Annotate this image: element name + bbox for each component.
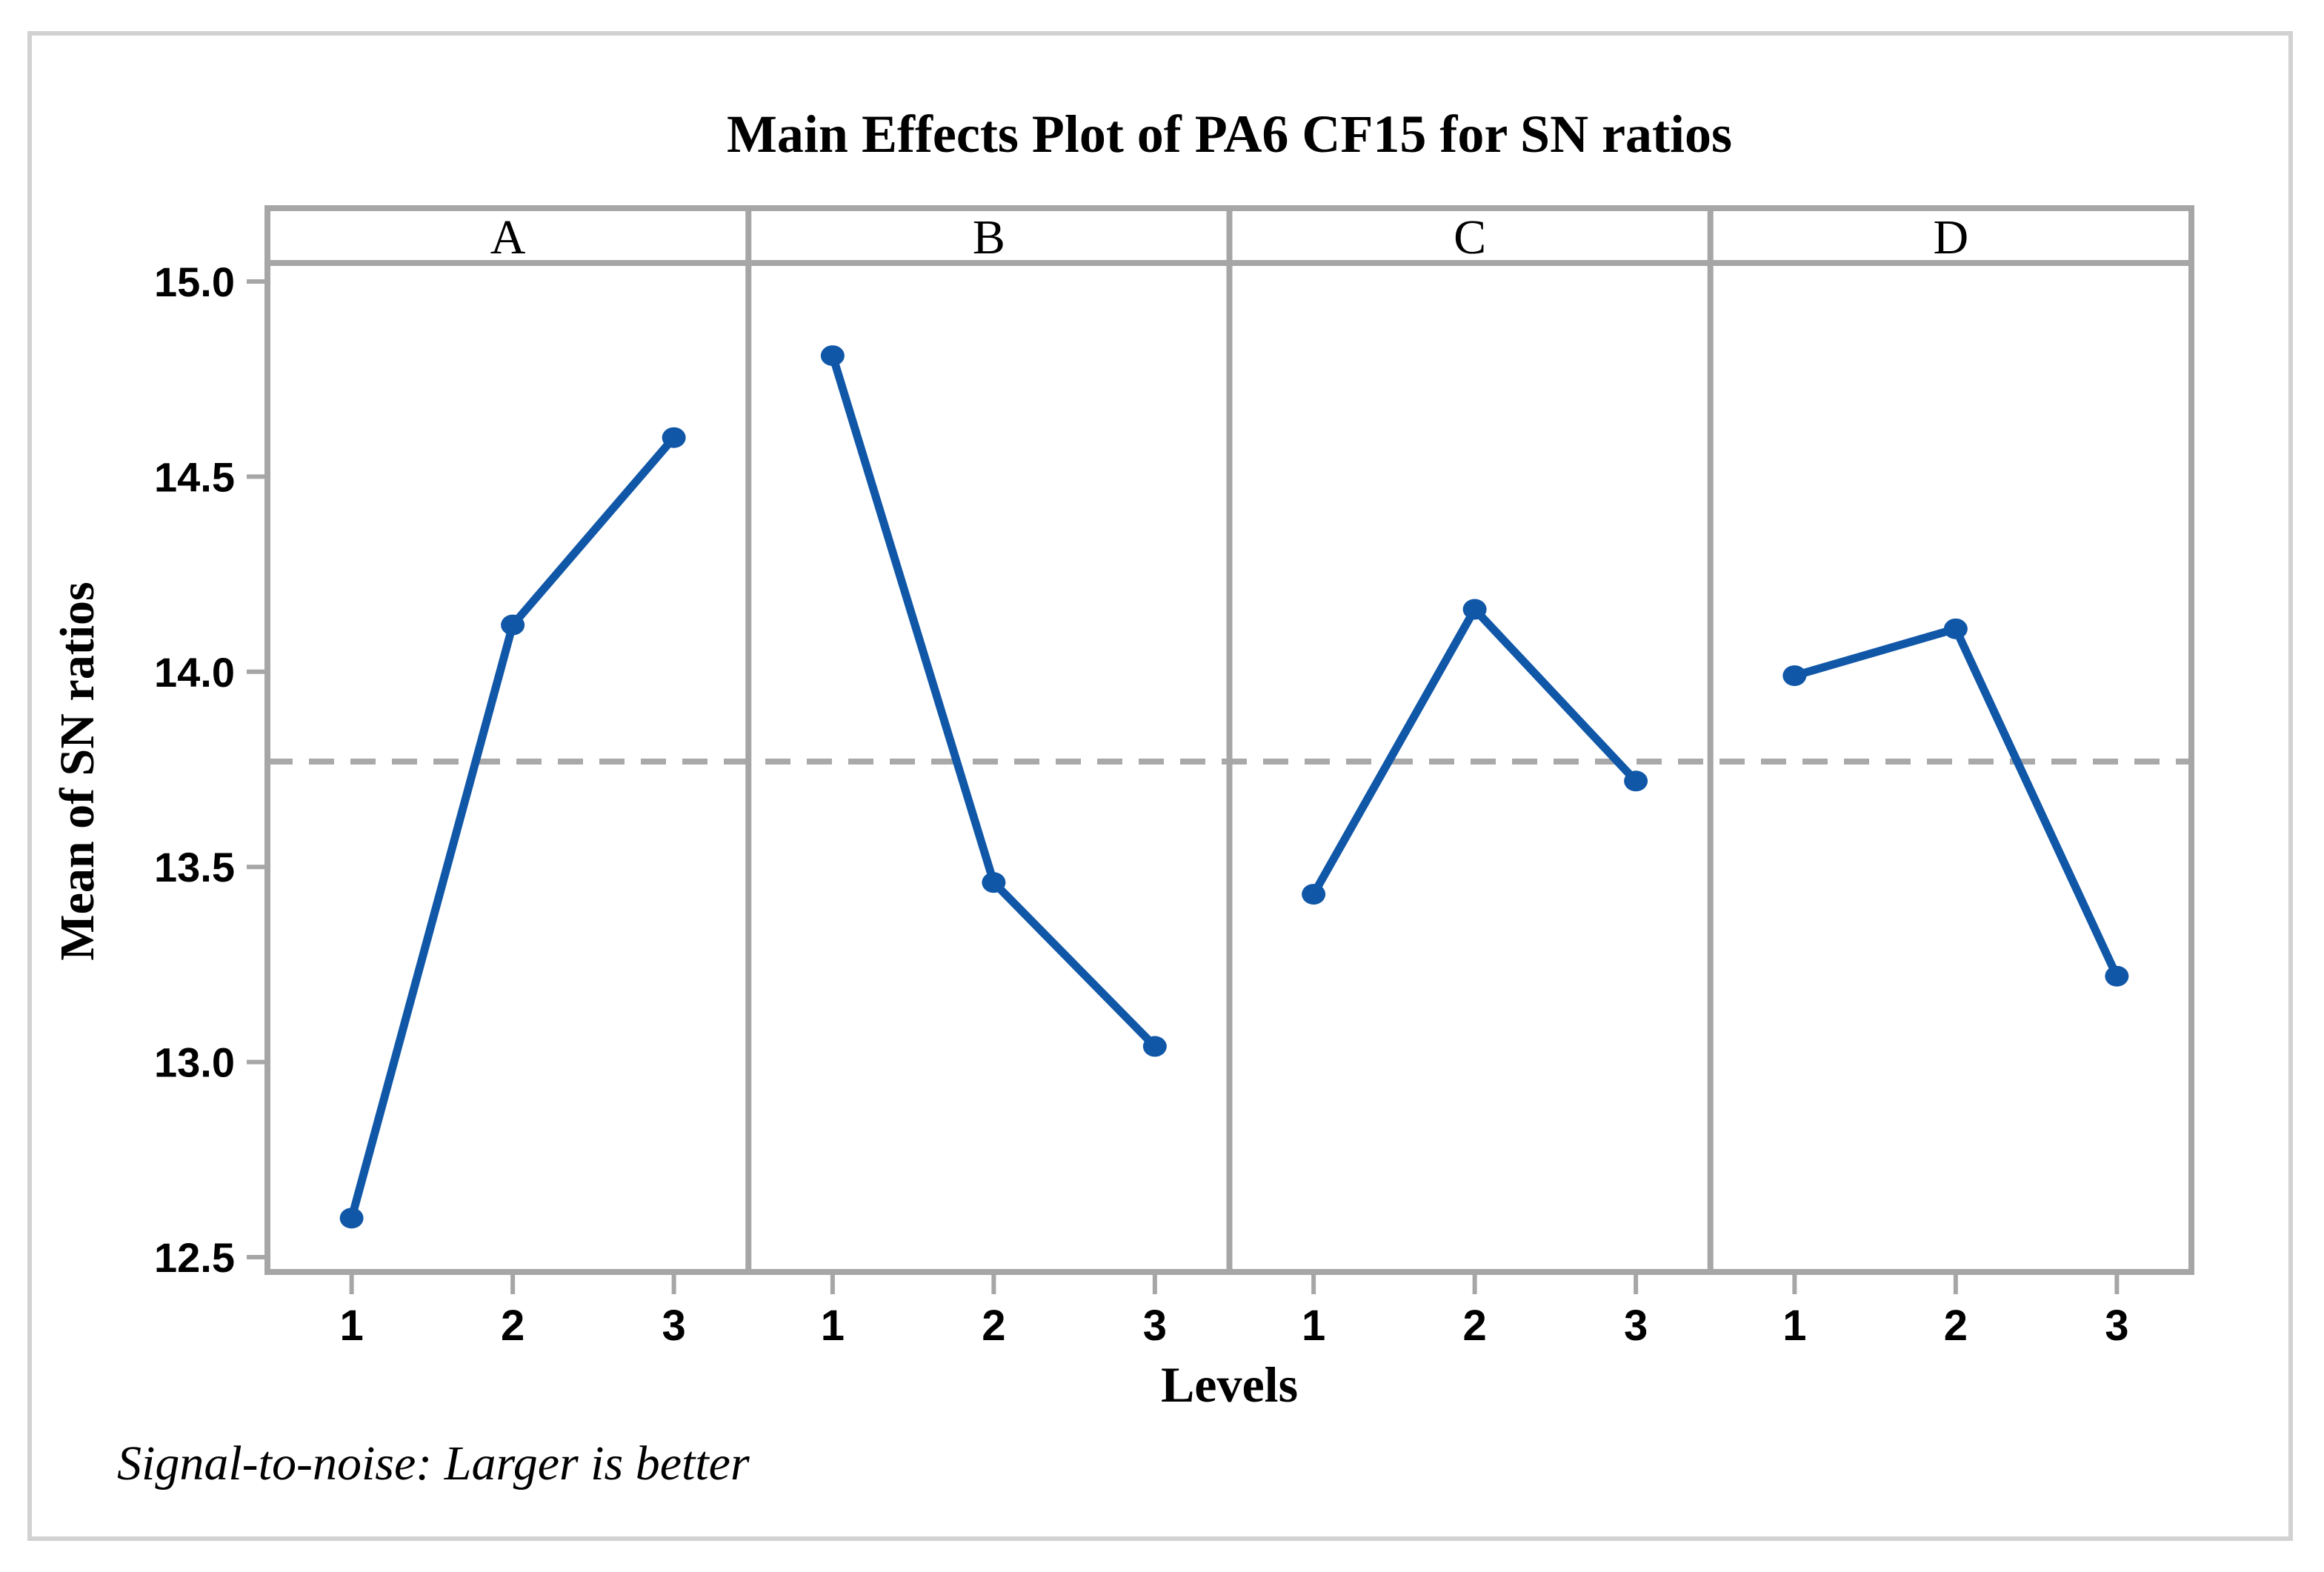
- series-line-B: [828, 354, 1158, 1050]
- footnote-text: Signal-to-noise: Larger is better: [117, 1436, 750, 1491]
- panel-label-A: A: [490, 210, 526, 264]
- page-border: [27, 31, 2293, 1541]
- y-tick-label: 14.0: [154, 649, 235, 696]
- data-point-B-2: [982, 872, 1006, 893]
- y-tick-label: 14.5: [154, 453, 235, 500]
- x-tick-label: 3: [1624, 1302, 1648, 1350]
- data-point-C-3: [1624, 770, 1648, 792]
- x-tick-label: 1: [1782, 1302, 1806, 1350]
- data-point-A-2: [501, 614, 525, 636]
- data-point-A-1: [339, 1208, 364, 1229]
- x-tick-label: 2: [1944, 1302, 1968, 1350]
- series-line-A: [347, 435, 677, 1219]
- x-tick-label: 2: [1462, 1302, 1486, 1350]
- y-tick-label: 13.0: [154, 1039, 235, 1086]
- x-tick-label: 3: [1143, 1302, 1167, 1350]
- x-tick-label: 1: [339, 1302, 363, 1350]
- data-point-B-3: [1142, 1036, 1167, 1057]
- chart-title: Main Effects Plot of PA6 CF15 for SN rat…: [726, 104, 1733, 164]
- data-point-D-3: [2105, 965, 2129, 987]
- series-line-C: [1310, 602, 1639, 896]
- x-tick-label: 2: [501, 1302, 525, 1350]
- data-point-D-2: [1943, 618, 1968, 639]
- series-line-D: [1793, 624, 2121, 979]
- x-tick-label: 3: [2105, 1302, 2128, 1350]
- y-tick-label: 15.0: [154, 259, 235, 305]
- panel-label-B: B: [973, 210, 1005, 264]
- x-axis-label: Levels: [1160, 1356, 1299, 1413]
- data-point-B-1: [820, 345, 845, 367]
- y-tick-label: 13.5: [154, 844, 235, 890]
- x-tick-label: 2: [982, 1302, 1005, 1350]
- panel-label-C: C: [1454, 210, 1486, 264]
- x-tick-label: 1: [821, 1302, 845, 1350]
- y-tick-label: 12.5: [154, 1234, 235, 1281]
- data-point-C-2: [1462, 599, 1487, 620]
- x-tick-label: 1: [1302, 1302, 1325, 1350]
- data-point-C-1: [1302, 884, 1326, 905]
- x-tick-label: 3: [662, 1302, 685, 1350]
- data-point-D-1: [1782, 665, 1807, 687]
- panel-label-D: D: [1934, 210, 1969, 264]
- data-point-A-3: [662, 427, 686, 448]
